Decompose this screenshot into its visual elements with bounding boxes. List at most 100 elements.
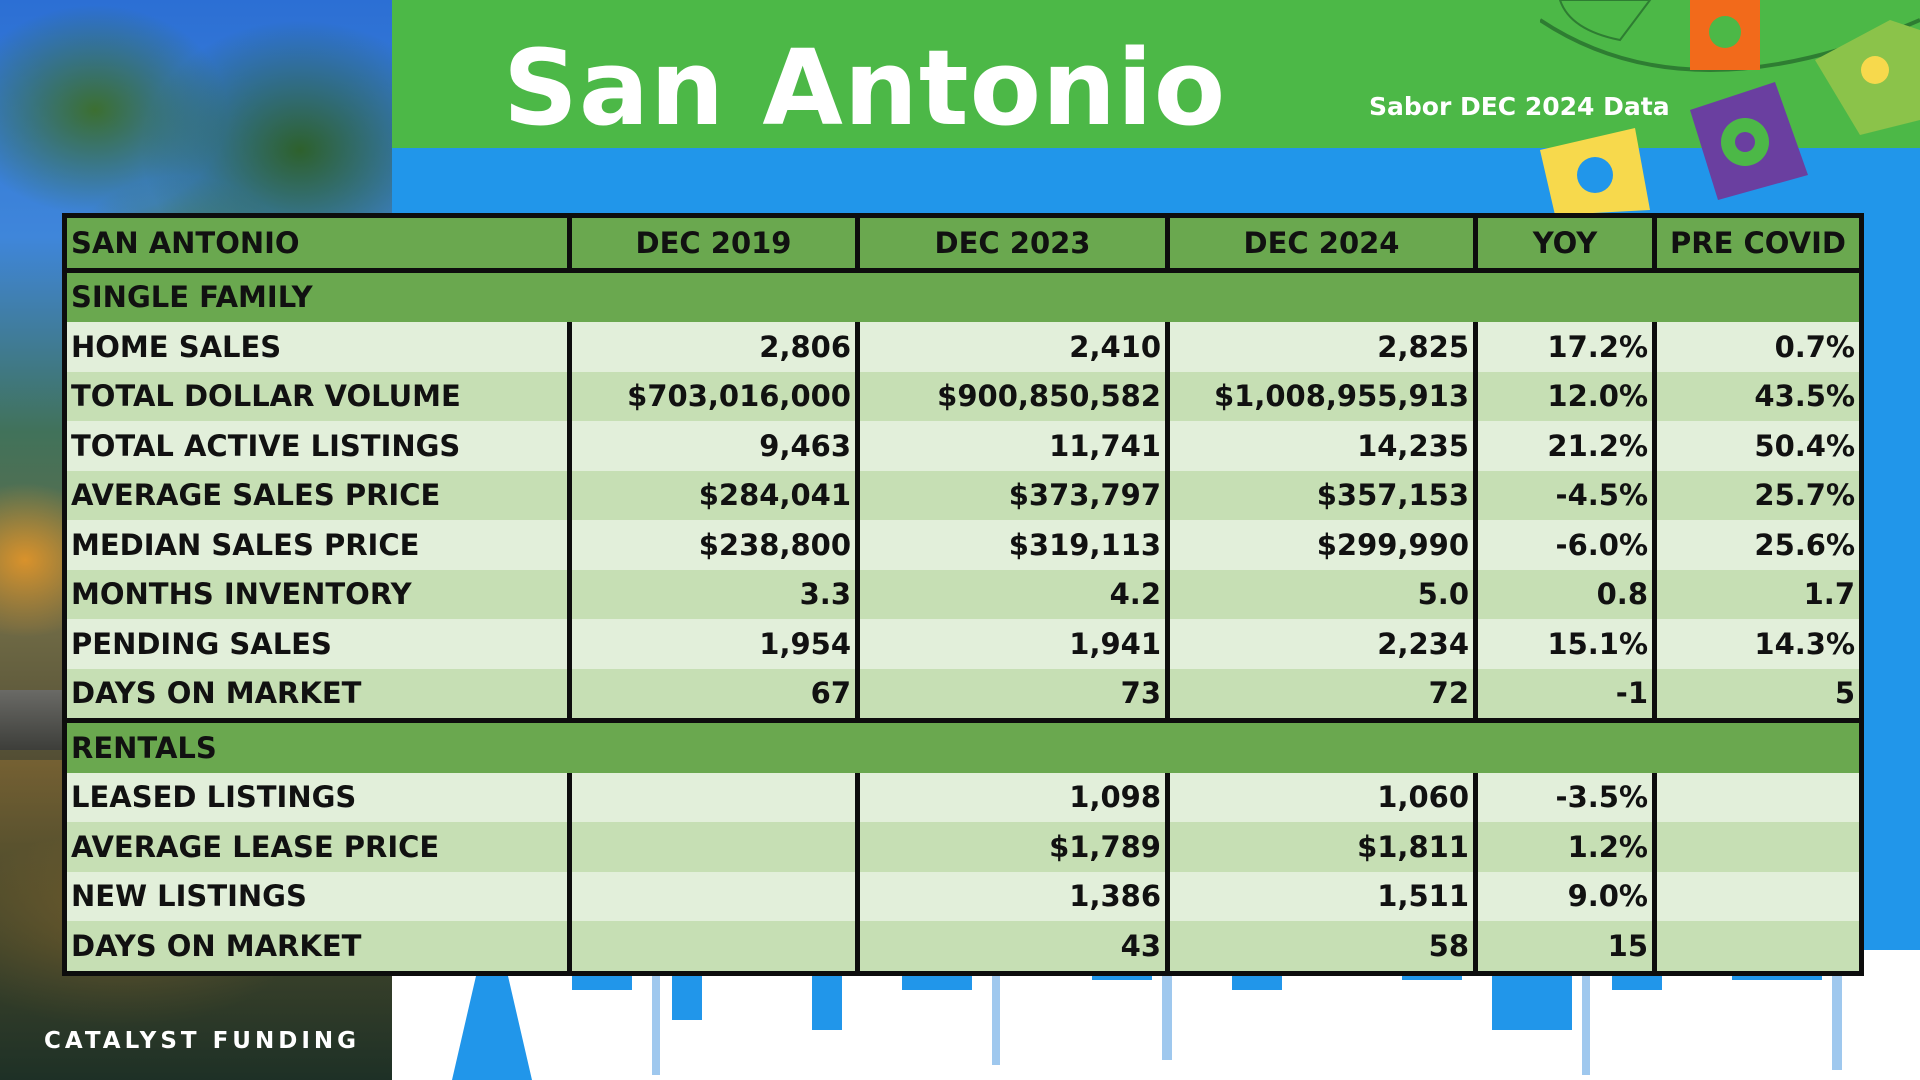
metric-value: -4.5% [1473, 470, 1657, 520]
metric-value: -6.0% [1473, 520, 1657, 570]
metric-value: $319,113 [855, 520, 1170, 570]
page-title: San Antonio [503, 27, 1227, 149]
metric-label: DAYS ON MARKET [62, 921, 572, 973]
metric-value: 17.2% [1473, 322, 1657, 372]
table-row: NEW LISTINGS 1,386 1,511 9.0% [62, 871, 1864, 921]
metric-label: PENDING SALES [62, 619, 572, 669]
metric-value: $238,800 [567, 520, 860, 570]
metric-value: 1,386 [855, 871, 1170, 921]
metric-value: 1.7 [1652, 569, 1864, 619]
metric-label: NEW LISTINGS [62, 871, 572, 921]
metric-value: 2,234 [1165, 619, 1478, 669]
metric-label: TOTAL ACTIVE LISTINGS [62, 421, 572, 471]
section-header-row: SINGLE FAMILY [64, 270, 1862, 322]
table-row: MEDIAN SALES PRICE $238,800 $319,113 $299,9… [62, 520, 1864, 570]
metric-value: 1,954 [567, 619, 860, 669]
metric-value: -3.5% [1473, 772, 1657, 822]
section-title: SINGLE FAMILY [64, 270, 1862, 322]
metric-value: 73 [855, 668, 1170, 721]
table-body: SINGLE FAMILY HOME SALES 2,806 2,410 2,825 17… [62, 270, 1864, 973]
metric-value: 25.7% [1652, 470, 1864, 520]
metric-value [567, 921, 860, 973]
metric-value: 1.2% [1473, 822, 1657, 872]
metric-value: 0.7% [1652, 322, 1864, 372]
metric-value: 4.2 [855, 569, 1170, 619]
metric-value: 5 [1652, 668, 1864, 721]
table-row: DAYS ON MARKET 43 58 15 [62, 921, 1864, 973]
metric-value: $373,797 [855, 470, 1170, 520]
metric-value: 1,098 [855, 772, 1170, 822]
metric-value: 9,463 [567, 421, 860, 471]
metric-value: -1 [1473, 668, 1657, 721]
column-header: DEC 2019 [567, 213, 860, 273]
metric-value: 1,941 [855, 619, 1170, 669]
metric-value: $1,008,955,913 [1165, 371, 1478, 421]
metric-value: 0.8 [1473, 569, 1657, 619]
metric-value: $357,153 [1165, 470, 1478, 520]
papel-picado-bunting [1540, 0, 1920, 215]
brand-label: CATALYST FUNDING [44, 1028, 361, 1054]
metric-value: $1,789 [855, 822, 1170, 872]
column-header: SAN ANTONIO [62, 213, 572, 273]
metric-value: $299,990 [1165, 520, 1478, 570]
metric-value: 43.5% [1652, 371, 1864, 421]
table-row: AVERAGE SALES PRICE $284,041 $373,797 $357,… [62, 470, 1864, 520]
table-row: PENDING SALES 1,954 1,941 2,234 15.1% 14.3% [62, 619, 1864, 669]
table-row: LEASED LISTINGS 1,098 1,060 -3.5% [62, 772, 1864, 822]
metric-value [567, 822, 860, 872]
metric-value: $703,016,000 [567, 371, 860, 421]
metric-value: 2,825 [1165, 322, 1478, 372]
data-source-subtitle: Sabor DEC 2024 Data [1369, 92, 1670, 121]
metric-value: 11,741 [855, 421, 1170, 471]
metric-value: 9.0% [1473, 871, 1657, 921]
table-row: DAYS ON MARKET 67 73 72 -1 5 [62, 668, 1864, 721]
column-header: PRE COVID [1652, 213, 1864, 273]
metric-value: 15.1% [1473, 619, 1657, 669]
table-row: HOME SALES 2,806 2,410 2,825 17.2% 0.7% [62, 322, 1864, 372]
metric-value: 15 [1473, 921, 1657, 973]
metric-value: $900,850,582 [855, 371, 1170, 421]
metric-value: 1,060 [1165, 772, 1478, 822]
metric-label: MEDIAN SALES PRICE [62, 520, 572, 570]
metric-value: $284,041 [567, 470, 860, 520]
metric-value: 3.3 [567, 569, 860, 619]
table-header-row: SAN ANTONIO DEC 2019 DEC 2023 DEC 2024 Y… [62, 213, 1864, 273]
metric-value: 67 [567, 668, 860, 721]
column-header: YOY [1473, 213, 1657, 273]
table-row: TOTAL DOLLAR VOLUME $703,016,000 $900,850,… [62, 371, 1864, 421]
metric-value: 14.3% [1652, 619, 1864, 669]
title-banner [392, 0, 1920, 148]
metric-label: TOTAL DOLLAR VOLUME [62, 371, 572, 421]
metric-value: $1,811 [1165, 822, 1478, 872]
table-row: AVERAGE LEASE PRICE $1,789 $1,811 1.2% [62, 822, 1864, 872]
metric-value [1652, 871, 1864, 921]
metric-value [1652, 822, 1864, 872]
metric-label: LEASED LISTINGS [62, 772, 572, 822]
table-row: MONTHS INVENTORY 3.3 4.2 5.0 0.8 1.7 [62, 569, 1864, 619]
metric-value: 25.6% [1652, 520, 1864, 570]
metric-value: 21.2% [1473, 421, 1657, 471]
table-row: TOTAL ACTIVE LISTINGS 9,463 11,741 14,235 21… [62, 421, 1864, 471]
metric-value: 2,806 [567, 322, 860, 372]
metric-value: 12.0% [1473, 371, 1657, 421]
metric-value: 1,511 [1165, 871, 1478, 921]
metric-value [1652, 921, 1864, 973]
market-data-table: SAN ANTONIO DEC 2019 DEC 2023 DEC 2024 Y… [62, 213, 1864, 976]
metric-label: AVERAGE SALES PRICE [62, 470, 572, 520]
column-header: DEC 2023 [855, 213, 1170, 273]
section-title: RENTALS [64, 718, 1862, 773]
metric-value: 14,235 [1165, 421, 1478, 471]
section-header-row: RENTALS [64, 718, 1862, 773]
metric-value [567, 772, 860, 822]
metric-value: 5.0 [1165, 569, 1478, 619]
metric-label: AVERAGE LEASE PRICE [62, 822, 572, 872]
metric-label: HOME SALES [62, 322, 572, 372]
metric-label: MONTHS INVENTORY [62, 569, 572, 619]
metric-value: 50.4% [1652, 421, 1864, 471]
metric-value: 43 [855, 921, 1170, 973]
metric-value: 72 [1165, 668, 1478, 721]
column-header: DEC 2024 [1165, 213, 1478, 273]
metric-value: 2,410 [855, 322, 1170, 372]
metric-value: 58 [1165, 921, 1478, 973]
metric-value [1652, 772, 1864, 822]
